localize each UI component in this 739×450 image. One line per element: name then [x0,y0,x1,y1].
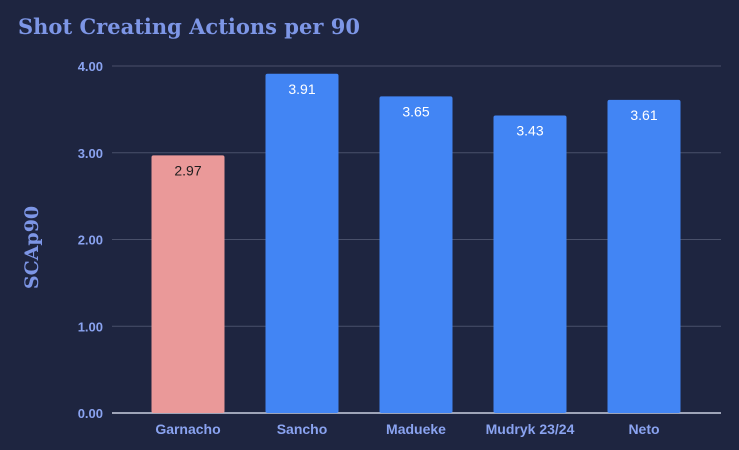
labels: 0.00 1.00 2.00 3.00 4.00 2.97 Garnacho 3.91 Sanc… [78,59,660,437]
data-label: 2.97 [174,162,201,178]
y-tick-label: 1.00 [78,319,103,334]
x-category-label: Mudryk 23/24 [486,421,575,437]
y-tick-label: 2.00 [78,233,103,248]
bar [265,73,339,414]
bars [151,73,681,414]
y-axis-label: SCAp90 [21,206,43,289]
bar [151,155,225,414]
y-tick-label: 4.00 [78,59,103,74]
bar [607,99,681,414]
y-tick-label: 0.00 [78,406,103,421]
bar [493,115,567,413]
data-label: 3.61 [630,107,657,123]
x-category-label: Sancho [277,421,328,437]
y-tick-label: 3.00 [78,146,103,161]
chart-title: Shot Creating Actions per 90 [18,14,360,39]
bar [379,96,453,414]
data-label: 3.65 [402,103,429,119]
x-category-label: Madueke [386,421,446,437]
data-label: 3.91 [288,81,315,97]
x-category-label: Neto [628,421,659,437]
data-label: 3.43 [516,122,543,138]
x-category-label: Garnacho [155,421,220,437]
